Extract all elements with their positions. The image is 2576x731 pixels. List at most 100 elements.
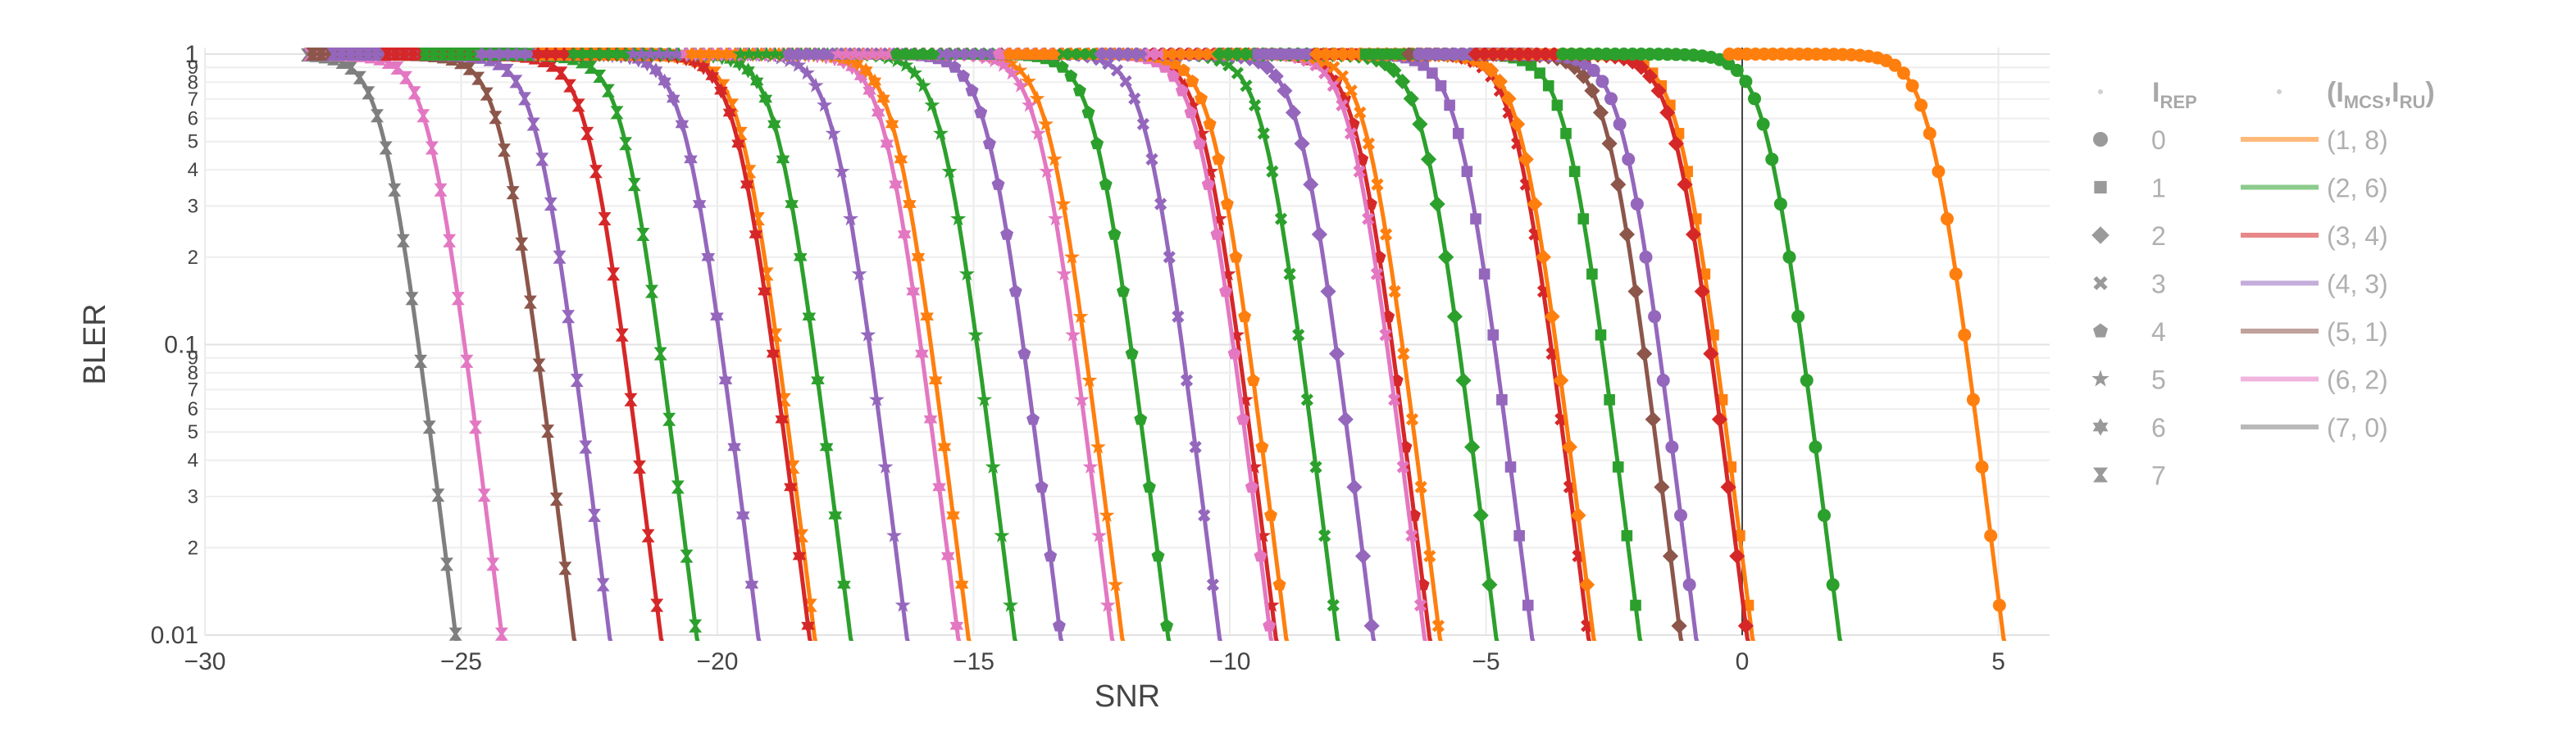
- data-point-marker: [1405, 413, 1419, 426]
- data-point-marker: [414, 354, 428, 368]
- data-point-marker: [1240, 79, 1253, 93]
- data-point-marker: [579, 440, 593, 454]
- data-point-marker: [897, 226, 912, 243]
- data-point-marker: [1345, 84, 1358, 98]
- data-point-marker: [1354, 548, 1372, 565]
- data-point-marker: [498, 143, 511, 157]
- data-point-marker: [406, 48, 420, 61]
- data-point-marker: [1809, 440, 1823, 454]
- data-point-marker: [758, 284, 771, 300]
- data-point-marker: [1414, 480, 1427, 493]
- legend-rep-symbol: [2094, 180, 2107, 194]
- data-point-marker: [1090, 438, 1106, 454]
- data-point-marker: [388, 183, 402, 197]
- data-point-marker: [659, 48, 676, 61]
- y-minor-tick-label: 5: [188, 421, 198, 443]
- x-tick-label: −25: [440, 648, 482, 675]
- data-point-marker: [1064, 248, 1080, 264]
- data-point-marker: [825, 125, 841, 140]
- data-point-marker: [744, 576, 759, 593]
- data-point-marker: [1621, 529, 1633, 542]
- y-minor-tick-label: 9: [188, 57, 198, 79]
- data-point-marker: [380, 48, 394, 61]
- data-point-marker: [668, 48, 685, 61]
- data-point-marker: [1261, 48, 1272, 60]
- legend-mcs-label: (4, 3): [2327, 270, 2388, 299]
- data-point-marker: [1618, 226, 1635, 243]
- data-point-marker: [1210, 227, 1224, 240]
- data-point-marker: [1397, 347, 1410, 361]
- data-point-marker: [940, 548, 955, 565]
- data-point-marker: [775, 411, 790, 428]
- legend-mcs-label: (7, 0): [2327, 413, 2388, 443]
- data-point-marker: [808, 77, 824, 93]
- data-point-marker: [1553, 372, 1569, 388]
- data-point-marker: [477, 488, 491, 502]
- data-point-marker: [1396, 461, 1409, 474]
- data-point-marker: [1274, 212, 1288, 225]
- data-point-marker: [958, 266, 975, 281]
- data-point-marker: [731, 135, 745, 152]
- data-point-marker: [886, 527, 903, 543]
- data-point-marker: [1826, 578, 1840, 592]
- data-point-marker: [1464, 438, 1481, 456]
- data-point-marker: [532, 358, 546, 372]
- data-point-marker: [946, 507, 960, 524]
- data-point-marker: [448, 627, 462, 641]
- bler-series: [625, 48, 911, 641]
- data-point-marker: [344, 48, 357, 61]
- data-point-marker: [1003, 48, 1017, 60]
- data-point-marker: [671, 480, 685, 494]
- data-point-marker: [650, 598, 664, 612]
- data-point-marker: [992, 48, 1006, 60]
- data-point-marker: [1359, 48, 1372, 60]
- data-point-marker: [1791, 310, 1805, 324]
- data-point-marker: [1665, 440, 1679, 454]
- data-point-marker: [589, 165, 603, 179]
- data-point-marker: [515, 237, 529, 251]
- data-point-marker: [1065, 326, 1081, 342]
- data-point-marker: [908, 48, 921, 60]
- data-point-marker: [1975, 460, 1989, 474]
- data-point-marker: [1163, 251, 1176, 264]
- data-point-marker: [850, 56, 864, 72]
- data-point-marker: [767, 116, 781, 133]
- data-point-marker: [830, 48, 846, 61]
- data-point-marker: [1090, 136, 1104, 150]
- data-point-marker: [954, 576, 969, 593]
- y-tick-label: 0.01: [151, 622, 198, 649]
- data-point-marker: [928, 372, 943, 388]
- data-point-marker: [1108, 576, 1124, 592]
- data-point-marker: [1327, 61, 1340, 74]
- data-point-marker: [398, 48, 412, 61]
- data-point-marker: [785, 196, 799, 212]
- data-point-marker: [1888, 58, 1902, 72]
- data-point-marker: [480, 87, 494, 101]
- data-point-marker: [361, 48, 375, 61]
- data-point-marker: [1496, 394, 1508, 406]
- x-tick-label: −20: [697, 648, 739, 675]
- data-point-marker: [1294, 135, 1310, 152]
- data-point-marker: [1008, 284, 1022, 297]
- data-point-marker: [1470, 213, 1481, 225]
- data-point-marker: [1229, 326, 1245, 342]
- data-point-marker: [593, 70, 607, 84]
- data-point-marker: [469, 420, 482, 434]
- data-point-marker: [666, 90, 680, 107]
- data-point-marker: [541, 425, 555, 438]
- data-point-marker: [440, 557, 453, 571]
- data-point-marker: [1630, 197, 1644, 211]
- data-point-marker: [1237, 391, 1254, 406]
- data-point-marker: [1277, 83, 1293, 99]
- data-point-marker: [740, 176, 754, 193]
- data-point-marker: [1379, 329, 1392, 342]
- data-point-marker: [1654, 479, 1670, 495]
- data-point-marker: [371, 109, 384, 123]
- data-point-marker: [362, 86, 375, 100]
- data-point-marker: [1370, 267, 1383, 280]
- data-point-marker: [1048, 211, 1063, 226]
- legend-rep-symbol: [2091, 226, 2109, 244]
- data-point-marker: [767, 48, 784, 61]
- data-point-marker: [1639, 250, 1653, 264]
- data-point-marker: [405, 292, 419, 306]
